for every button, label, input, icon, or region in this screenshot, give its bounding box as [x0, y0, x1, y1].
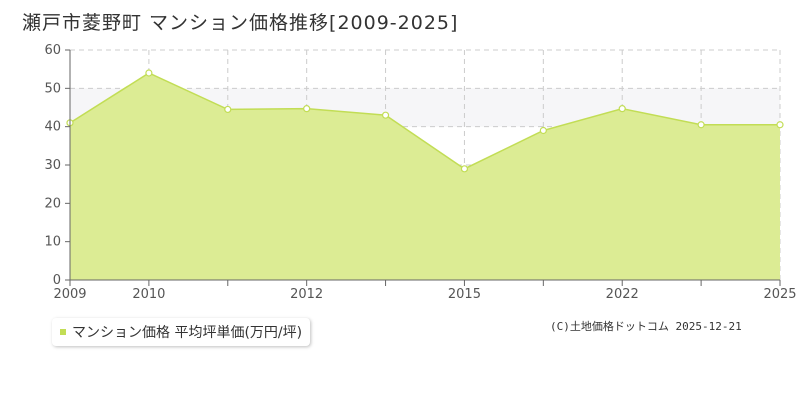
data-point	[697, 121, 705, 129]
x-tick-label: 2010	[132, 287, 165, 302]
y-tick-label: 0	[53, 273, 61, 288]
price-area-chart: 0 10 20 30 40 50 60 2009 2010 2012 2015 2022 2025	[44, 43, 796, 302]
y-tick-label: 50	[44, 81, 61, 96]
legend: マンション価格 平均坪単価(万円/坪)	[52, 318, 311, 346]
data-point	[539, 126, 547, 135]
series-line	[69, 72, 780, 170]
y-tick-label: 10	[44, 235, 61, 250]
data-point	[618, 105, 626, 113]
data-point	[776, 121, 784, 129]
credit-text: (C)土地価格ドットコム 2025-12-21	[550, 320, 742, 333]
x-tick-label: 2009	[53, 287, 86, 302]
x-tick-label: 2012	[290, 287, 323, 302]
x-tick-label: 2022	[606, 287, 639, 302]
data-point	[303, 105, 311, 113]
chart-title: 瀬戸市菱野町 マンション価格推移[2009-2025]	[22, 12, 459, 34]
series-area	[70, 73, 780, 280]
x-tick-label: 2025	[763, 287, 796, 302]
y-tick-label: 20	[44, 196, 61, 211]
x-tick-label: 2015	[448, 287, 481, 302]
legend-swatch	[60, 329, 66, 335]
data-point	[224, 105, 232, 114]
y-tick-label: 40	[44, 120, 61, 135]
legend-label: マンション価格 平均坪単価(万円/坪)	[72, 325, 303, 341]
data-point	[460, 165, 469, 173]
y-tick-label: 60	[44, 43, 61, 58]
data-point	[381, 111, 390, 119]
data-point	[145, 69, 153, 77]
y-tick-label: 30	[44, 158, 61, 173]
